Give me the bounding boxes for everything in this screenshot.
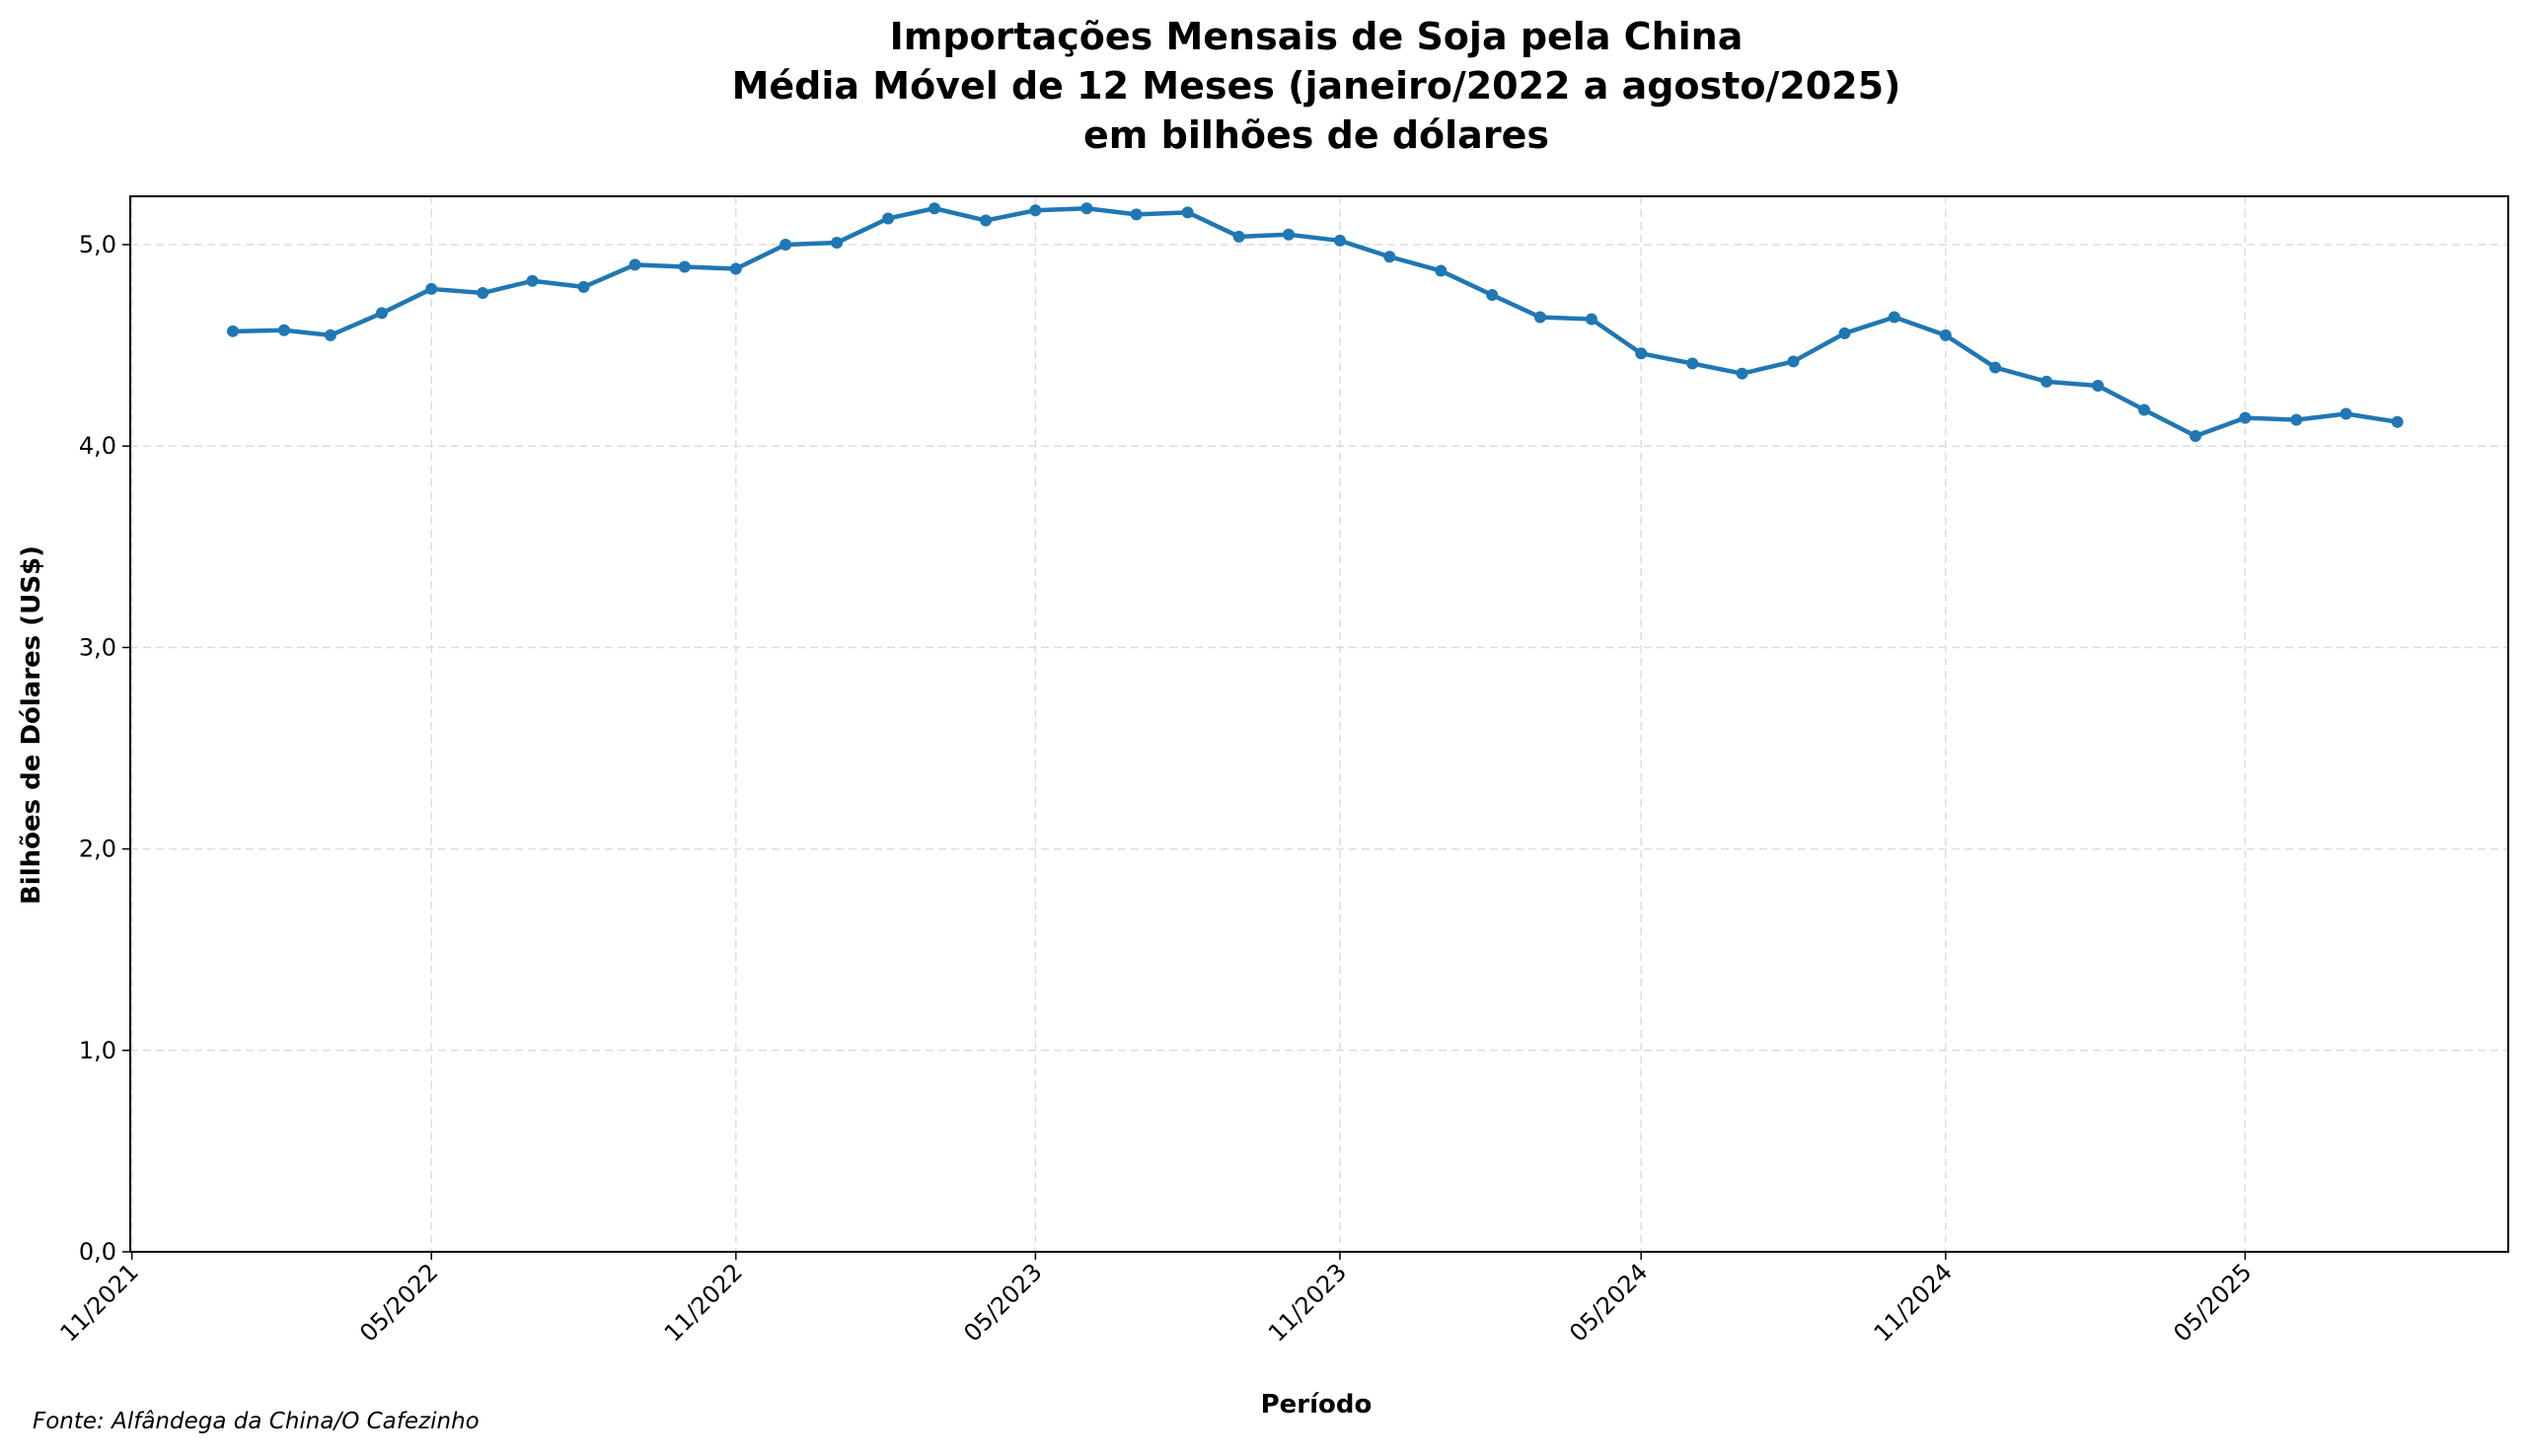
plot-frame <box>129 195 2509 1253</box>
x-tick-label: 11/2022 <box>659 1258 748 1347</box>
data-point <box>1888 311 1900 324</box>
axis-ticks: 0,0 1,0 2,0 3,0 4,0 5,0 11/2021 05/2022 11/2022 0… <box>55 231 2258 1347</box>
y-tick-label: 0,0 <box>79 1238 116 1266</box>
data-point <box>1383 251 1396 263</box>
y-tick-label: 1,0 <box>79 1037 116 1064</box>
data-point <box>1533 311 1546 324</box>
data-point <box>1486 289 1499 302</box>
data-point <box>324 328 336 341</box>
data-point <box>1029 204 1042 217</box>
data-point <box>1939 328 1952 341</box>
data-point <box>277 324 290 336</box>
data-point <box>1787 355 1800 368</box>
y-tick-label: 3,0 <box>79 633 116 661</box>
x-tick-label: 05/2023 <box>958 1258 1047 1347</box>
data-point <box>2041 375 2053 388</box>
data-point <box>831 236 844 249</box>
data-point <box>2340 407 2352 420</box>
x-tick-label: 11/2023 <box>1263 1258 1352 1347</box>
data-point <box>1282 228 1295 241</box>
data-point <box>1333 234 1346 247</box>
x-tick-label: 11/2021 <box>55 1258 144 1347</box>
data-point <box>929 202 941 215</box>
data-point <box>1130 208 1143 221</box>
data-point <box>1181 206 1194 219</box>
data-point <box>477 287 489 300</box>
chart-title-line-2: Média Móvel de 12 Meses (janeiro/2022 a … <box>732 64 1901 108</box>
grid <box>130 196 2508 1253</box>
data-point <box>1838 327 1851 339</box>
data-point <box>425 282 438 295</box>
data-point <box>780 239 792 252</box>
series-line <box>226 202 2404 442</box>
data-point <box>1435 264 1448 277</box>
chart-title-line-3: em bilhões de dólares <box>1083 113 1549 157</box>
data-point <box>2092 379 2105 392</box>
y-tick-label: 5,0 <box>79 231 116 258</box>
data-point <box>882 212 895 225</box>
data-point <box>678 260 691 273</box>
data-point <box>729 262 742 275</box>
x-tick-label: 05/2024 <box>1564 1258 1653 1347</box>
data-point <box>2239 411 2252 424</box>
y-axis-label: Bilhões de Dólares (US$) <box>17 546 46 905</box>
data-point <box>980 214 993 227</box>
data-point <box>1686 357 1699 370</box>
data-point <box>375 307 388 320</box>
chart-title-line-1: Importações Mensais de Soja pela China <box>890 15 1744 58</box>
y-tick-label: 4,0 <box>79 432 116 460</box>
data-point <box>2391 415 2404 428</box>
data-point <box>577 280 590 293</box>
source-footer: Fonte: Alfândega da China/O Cafezinho <box>33 1409 480 1434</box>
data-point <box>2290 413 2303 426</box>
data-point <box>1585 313 1597 326</box>
y-tick-label: 2,0 <box>79 836 116 863</box>
data-point <box>226 325 239 337</box>
data-point <box>1736 367 1748 380</box>
data-point <box>1232 230 1245 243</box>
data-point <box>2138 403 2151 416</box>
x-tick-label: 05/2025 <box>2168 1258 2257 1347</box>
data-point <box>629 258 641 271</box>
data-point <box>1989 361 2002 374</box>
series-path <box>232 206 2398 439</box>
x-axis-label: Período <box>1261 1390 1373 1420</box>
data-point <box>1635 347 1648 360</box>
x-tick-label: 05/2022 <box>354 1258 443 1347</box>
data-point <box>526 274 539 287</box>
data-point <box>1080 202 1093 215</box>
data-point <box>2190 429 2202 442</box>
x-tick-label: 11/2024 <box>1869 1258 1958 1347</box>
